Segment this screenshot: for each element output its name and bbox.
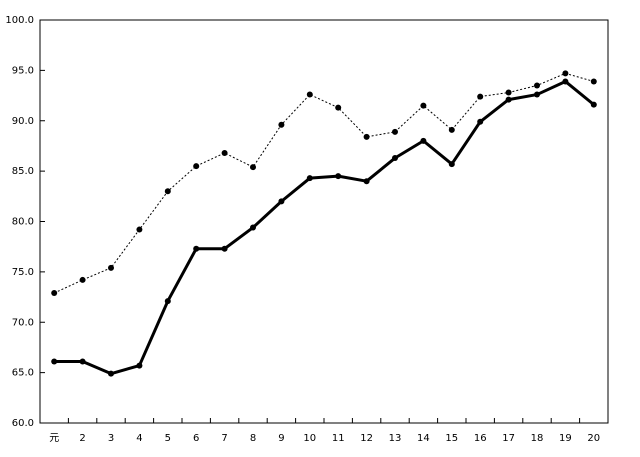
point <box>221 149 228 156</box>
point <box>306 175 313 182</box>
point <box>505 96 512 103</box>
point <box>505 89 512 96</box>
point <box>448 126 455 133</box>
x-tick-label: 7 <box>221 433 227 444</box>
y-tick-label: 85.0 <box>12 166 34 177</box>
point <box>562 78 569 85</box>
point <box>136 362 143 369</box>
point <box>477 118 484 125</box>
x-tick-label: 2 <box>79 433 85 444</box>
x-tick-label: 10 <box>303 433 316 444</box>
point <box>250 164 256 171</box>
point <box>534 82 540 89</box>
point <box>590 78 597 85</box>
y-tick-label: 60.0 <box>12 418 34 429</box>
point <box>335 104 342 111</box>
x-tick-label: 6 <box>193 433 199 444</box>
x-tick-label: 16 <box>474 433 487 444</box>
x-tick-label: 14 <box>417 433 430 444</box>
point <box>420 102 427 109</box>
point <box>363 133 370 140</box>
x-tick-label: 12 <box>360 433 373 444</box>
series-line <box>53 72 594 294</box>
point <box>278 121 285 128</box>
point <box>306 91 313 98</box>
point <box>534 91 540 98</box>
x-tick-label: 5 <box>165 433 171 444</box>
point <box>335 173 342 180</box>
x-tick-label: 9 <box>278 433 284 444</box>
point <box>250 224 256 231</box>
y-tick-label: 100.0 <box>5 15 34 26</box>
point <box>108 370 114 377</box>
point <box>363 178 370 185</box>
point <box>392 155 398 162</box>
point <box>448 161 455 168</box>
y-tick-label: 90.0 <box>12 116 34 127</box>
point <box>477 93 484 100</box>
point <box>79 276 86 283</box>
point <box>164 188 171 195</box>
point <box>136 226 143 233</box>
x-tick-label: 15 <box>445 433 458 444</box>
x-tick-label: 4 <box>136 433 142 444</box>
point <box>590 101 597 108</box>
point <box>562 70 569 77</box>
y-tick-label: 70.0 <box>12 317 34 328</box>
x-tick-label: 18 <box>531 433 544 444</box>
point <box>164 298 171 305</box>
y-tick-label: 80.0 <box>12 217 34 228</box>
x-tick-label: 20 <box>587 433 600 444</box>
series-line <box>54 79 595 376</box>
point <box>221 245 228 252</box>
point <box>193 163 200 170</box>
plot-frame <box>39 19 609 424</box>
y-tick-label: 65.0 <box>12 368 34 379</box>
y-tick-label: 75.0 <box>12 267 34 278</box>
x-tick-label: 11 <box>332 433 345 444</box>
y-tick-label: 95.0 <box>12 65 34 76</box>
x-tick-label: 13 <box>389 433 402 444</box>
point <box>278 198 285 205</box>
point <box>420 137 427 144</box>
point <box>108 264 114 271</box>
x-tick-label: 3 <box>108 433 114 444</box>
point <box>79 358 86 365</box>
x-tick-label: 8 <box>250 433 256 444</box>
point <box>51 290 58 297</box>
point <box>392 128 398 135</box>
point <box>51 358 58 365</box>
x-tick-label: 17 <box>502 433 515 444</box>
point <box>193 245 200 252</box>
x-tick-label: 元 <box>49 433 59 444</box>
x-tick-label: 19 <box>559 433 572 444</box>
